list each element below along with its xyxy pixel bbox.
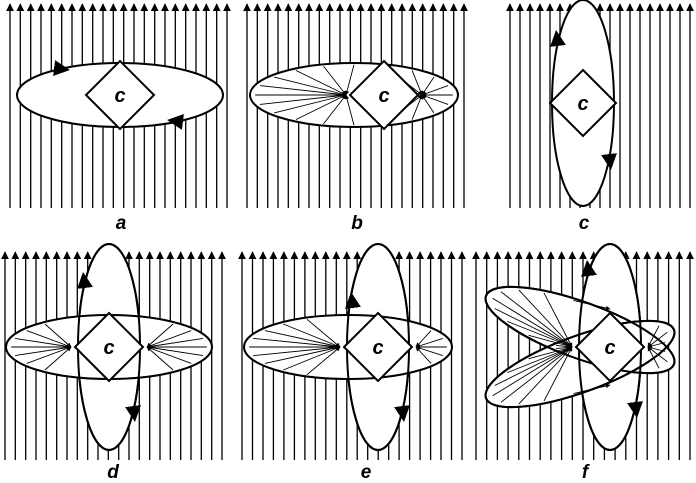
sample-diamond [348,59,420,131]
flux-arrow [26,330,72,348]
loop-direction-arrow [394,405,410,422]
flux-arrow [146,337,203,349]
panel-d: c [1,243,226,460]
flux-arrow [44,323,72,348]
flux-arrow [500,346,573,403]
flux-arrow [518,346,573,405]
flux-arrow [306,318,341,348]
flux-arrow [253,345,341,357]
flux-arrow [273,76,347,97]
flux-arrow [264,345,341,364]
flux-arrow [146,330,192,348]
flux-arrow [494,346,573,386]
loop-direction-arrow [601,153,617,170]
sample-label: c [372,337,383,359]
current-loop-diagonal-1-outline [484,285,676,375]
current-loop-diagonal-2-outline [484,319,676,409]
flux-arrow [421,94,435,114]
sample-diamond [73,311,145,383]
sample-diamond [574,311,646,383]
flux-arrow [146,346,192,364]
loop-direction-arrow [345,292,361,309]
sample-label: c [577,93,588,115]
flux-arrow [44,346,72,371]
panel-f: c [472,243,694,460]
flux-arrow [323,94,347,125]
flux-arrow [295,69,347,96]
loop-direction-arrow [77,272,93,289]
flux-arrow [492,297,573,348]
flux-arrow [344,64,355,96]
panel-label-d: d [107,462,119,483]
sample-diamond [342,311,414,383]
flux-arrow [528,345,573,360]
flux-arrow [259,85,347,97]
flux-arrow [306,346,341,376]
loop-direction-arrow [53,60,70,76]
flux-arrow [494,308,573,348]
flux-arrow [507,346,573,374]
flux-arrow [492,346,573,397]
sample-diamond [84,59,156,131]
flux-arrow [264,330,341,349]
panel-label-b: b [351,213,363,234]
panel-c: c [506,0,694,208]
flux-arrow [15,337,72,349]
sample-label: c [114,85,125,107]
flux-arrow [26,346,72,364]
flux-arrow [283,346,341,371]
panel-a: c [6,3,231,208]
loop-direction-arrow [167,114,184,130]
loop-direction-arrow [550,30,566,47]
flux-arrow [15,345,72,357]
flux-arrow [528,334,573,349]
flux-arrow [146,345,203,357]
flux-arrow [507,320,573,348]
flux-arrow [146,323,174,348]
flux-arrow [344,94,355,126]
panel-label-f: f [582,462,590,483]
flux-arrow [415,346,443,357]
sample-label: c [378,85,389,107]
flux-arrow [415,346,432,364]
panel-b: c [243,3,468,208]
flux-arrow [323,65,347,96]
flux-arrow [259,93,347,105]
flux-arrow [253,337,341,349]
flux-arrow [273,93,347,114]
loop-direction-arrow [125,405,141,422]
flux-arrow [411,70,423,96]
sample-label: c [103,337,114,359]
panel-label-e: e [361,462,372,483]
flux-arrow [415,337,443,348]
sample-diamond [548,68,618,138]
flux-arrow [295,94,347,121]
flux-arrow [518,289,573,348]
flux-arrow [421,94,449,105]
panel-e: c [238,243,466,460]
panel-label-a: a [116,213,127,234]
flux-arrow [421,85,449,96]
flux-arrow [500,291,573,348]
loop-direction-arrow [581,260,597,277]
sample-label: c [604,337,615,359]
flux-arrow [146,346,174,371]
panel-label-c: c [579,213,590,234]
loop-direction-arrow [627,401,643,418]
flux-arrow [283,323,341,348]
flux-arrow [556,344,573,349]
